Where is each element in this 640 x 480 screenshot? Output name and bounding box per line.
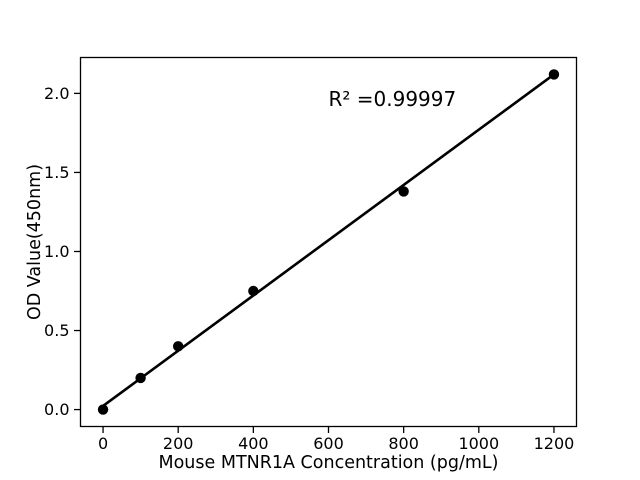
plot-area: 0 200 400 600 800 1000 1200 0.0 0.5 1.0 1.5 2.0	[44, 56, 578, 453]
y-tick-label: 1.0	[44, 242, 69, 261]
y-tick-label: 0.5	[44, 321, 69, 340]
x-tick-label: 400	[238, 434, 269, 453]
y-tick-label: 2.0	[44, 84, 69, 103]
data-point	[398, 186, 409, 197]
fit-line	[101, 73, 556, 408]
x-tick-label: 600	[313, 434, 344, 453]
x-axis-label: Mouse MTNR1A Concentration (pg/mL)	[159, 453, 499, 473]
y-tick-label: 1.5	[44, 163, 69, 182]
x-tick-label: 0	[98, 434, 108, 453]
data-point	[97, 404, 109, 415]
y-tick-label: 0.0	[44, 400, 69, 419]
data-point	[548, 69, 560, 80]
y-axis-label: OD Value(450nm)	[25, 164, 45, 320]
x-tick-label: 1000	[458, 434, 499, 453]
x-tick-label: 200	[163, 434, 194, 453]
data-point	[135, 372, 146, 384]
data-point	[172, 341, 184, 352]
x-tick-label: 1200	[534, 434, 575, 453]
r-squared-annotation: R² =0.99997	[329, 87, 457, 111]
data-point	[248, 285, 259, 297]
x-tick-label: 800	[388, 434, 419, 453]
